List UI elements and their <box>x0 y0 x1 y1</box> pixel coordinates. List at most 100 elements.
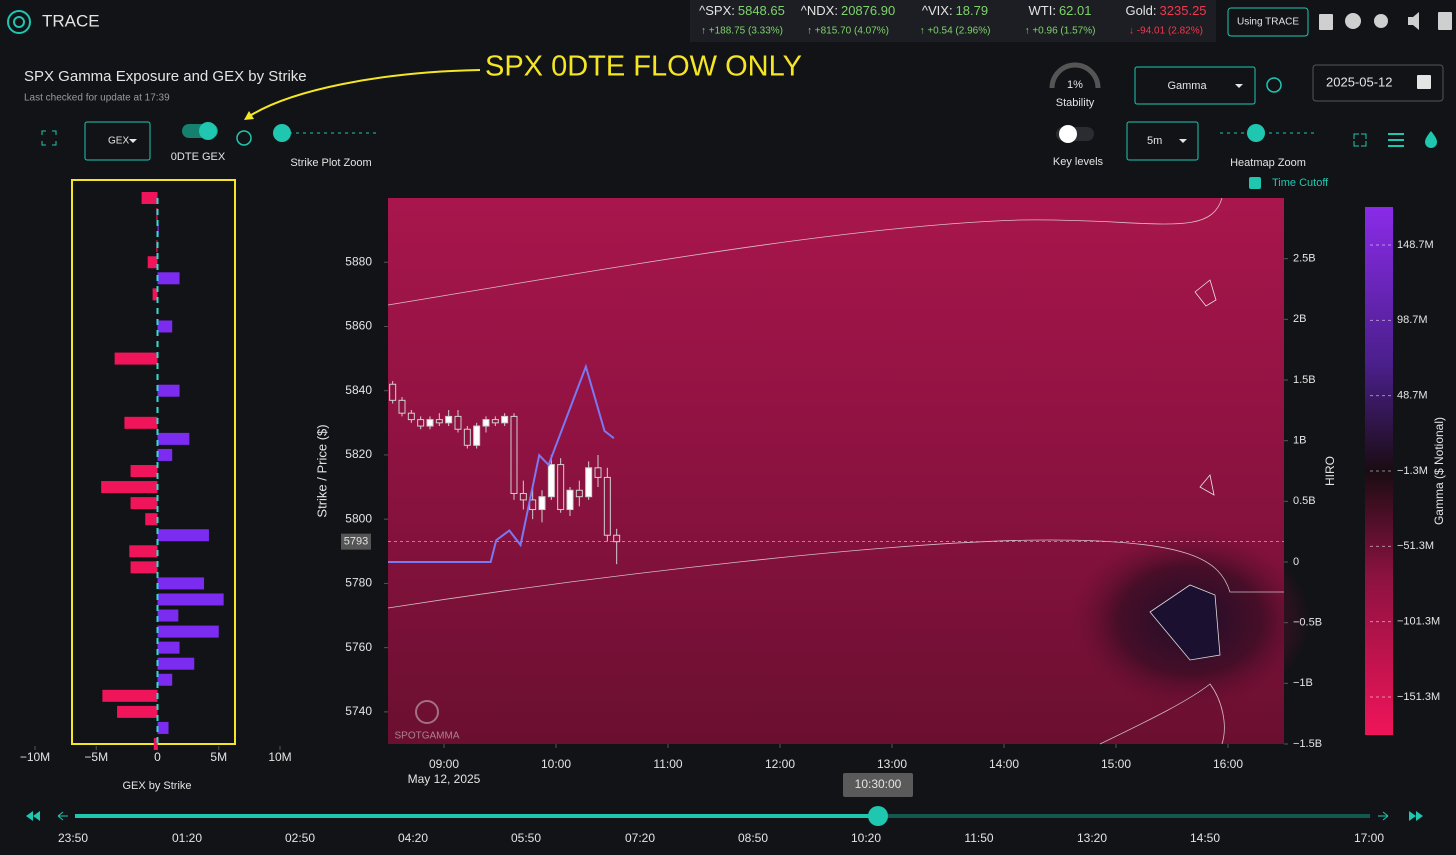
x-tick-label: 12:00 <box>765 757 795 771</box>
info-icon[interactable] <box>236 130 252 146</box>
ticker-symbol: Gold: <box>1125 3 1156 18</box>
gex-bar <box>157 577 205 590</box>
expand-icon[interactable] <box>1353 133 1367 147</box>
gex-bar <box>157 721 169 734</box>
ticker-change: ↑ +188.75 (3.33%) <box>701 26 783 37</box>
logo[interactable]: TRACE <box>7 10 100 34</box>
gex-bar <box>157 384 180 397</box>
candle-body <box>538 496 546 511</box>
logo-icon <box>13 16 25 28</box>
ticker-bar <box>690 0 1216 42</box>
settings-icon[interactable] <box>1388 133 1404 147</box>
expand-icon[interactable] <box>41 130 57 146</box>
x-tick-label: −5M <box>84 750 108 764</box>
interval-select[interactable] <box>1126 121 1199 161</box>
slider-knob[interactable] <box>1247 124 1265 142</box>
y-tick-label: 5880 <box>345 254 372 268</box>
y-tick-label: 5780 <box>345 576 372 590</box>
color-icon[interactable] <box>1425 131 1437 148</box>
ticker-line: WTI: 62.01 <box>1029 3 1092 18</box>
gex-bar <box>157 609 179 622</box>
candle-body <box>566 489 574 511</box>
gex-bar <box>147 256 158 269</box>
candle-body <box>510 415 518 494</box>
heatmap-zoom-label: Heatmap Zoom <box>1230 157 1306 169</box>
price-tag-label: 5793 <box>344 536 368 548</box>
y-tick-label: 5740 <box>345 704 372 718</box>
time-cutoff-checkbox[interactable] <box>1249 177 1261 189</box>
slider-knob[interactable] <box>273 124 291 142</box>
odte-label: 0DTE GEX <box>171 151 226 163</box>
contour <box>1199 474 1215 496</box>
colorbar-label: −151.3M <box>1397 691 1440 703</box>
ticker-line: Gold: 3235.25 <box>1125 3 1206 18</box>
gex-bar <box>157 593 224 606</box>
ticker-price: 3235.25 <box>1160 3 1207 18</box>
y-tick-label: 5760 <box>345 640 372 654</box>
calendar-icon[interactable] <box>1417 75 1431 89</box>
timeline-knob[interactable] <box>868 806 888 826</box>
candle-body <box>426 419 434 427</box>
gex-bar <box>130 561 158 574</box>
gamma-select-text: Gamma <box>1167 80 1207 92</box>
icon[interactable] <box>1438 12 1452 30</box>
timeline-label: 14:50 <box>1190 831 1220 845</box>
y2-tick-label: −0.5B <box>1293 617 1322 629</box>
contour <box>387 539 1284 609</box>
watermark: SPOTGAMMA <box>394 731 459 742</box>
y-tick-label: 5800 <box>345 511 372 525</box>
y-axis-label: Strike / Price ($) <box>314 424 329 517</box>
candle-body <box>454 415 462 430</box>
colorbar-label: −1.3M <box>1397 465 1428 477</box>
step-back-button[interactable] <box>57 811 68 821</box>
candle-body <box>557 464 565 511</box>
candle-body <box>613 534 621 543</box>
candle-body <box>398 399 406 414</box>
panel-title: SPX Gamma Exposure and GEX by Strike <box>24 68 307 85</box>
info-icon[interactable] <box>1266 77 1282 93</box>
logo-icon <box>7 10 31 34</box>
candle-body <box>594 467 602 478</box>
fast-forward-button[interactable] <box>1409 811 1423 821</box>
icon[interactable] <box>1408 12 1419 30</box>
y2-tick-label: 0.5B <box>1293 495 1316 507</box>
timeline-label: 17:00 <box>1354 831 1384 845</box>
icon[interactable] <box>1345 13 1361 29</box>
timeline-label: 04:20 <box>398 831 428 845</box>
date-label: May 12, 2025 <box>408 772 481 786</box>
using-trace-button[interactable] <box>1227 7 1309 37</box>
ticker-change: ↑ +0.54 (2.96%) <box>920 26 991 37</box>
stability-value: 1% <box>1067 79 1083 91</box>
ticker-price: 18.79 <box>956 3 989 18</box>
colorbar-label: −101.3M <box>1397 616 1440 628</box>
date-input[interactable] <box>1312 64 1444 102</box>
gex-bar <box>102 689 158 702</box>
gex-bar <box>157 448 173 461</box>
x-tick-label: 0 <box>154 750 161 764</box>
candle-body <box>585 467 593 498</box>
x-tick-label: 09:00 <box>429 757 459 771</box>
gex-select[interactable] <box>84 121 151 161</box>
icon[interactable] <box>1319 14 1333 30</box>
colorbar-label: 98.7M <box>1397 314 1428 326</box>
header-icons <box>1319 12 1452 30</box>
gex-bar <box>117 705 158 718</box>
timeline-label: 02:50 <box>285 831 315 845</box>
date-value: 2025-05-12 <box>1326 74 1393 89</box>
step-forward-button[interactable] <box>1378 811 1389 821</box>
ticker-price: 5848.65 <box>738 3 785 18</box>
colorbar-label: −51.3M <box>1397 540 1434 552</box>
y2-tick-label: 2B <box>1293 313 1306 325</box>
icon[interactable] <box>1374 14 1388 28</box>
toggle-knob <box>1059 125 1077 143</box>
time-cutoff-label: Time Cutoff <box>1272 177 1329 189</box>
ticker-line: ^VIX: 18.79 <box>922 3 988 18</box>
candle-body <box>482 419 490 427</box>
gex-bar <box>157 625 219 638</box>
annotation-arrowhead <box>244 111 254 120</box>
gex-title: GEX by Strike <box>122 780 191 792</box>
gex-bar <box>157 432 190 445</box>
gamma-select[interactable] <box>1134 66 1256 105</box>
rewind-button[interactable] <box>26 811 40 821</box>
y2-tick-label: 1B <box>1293 435 1306 447</box>
